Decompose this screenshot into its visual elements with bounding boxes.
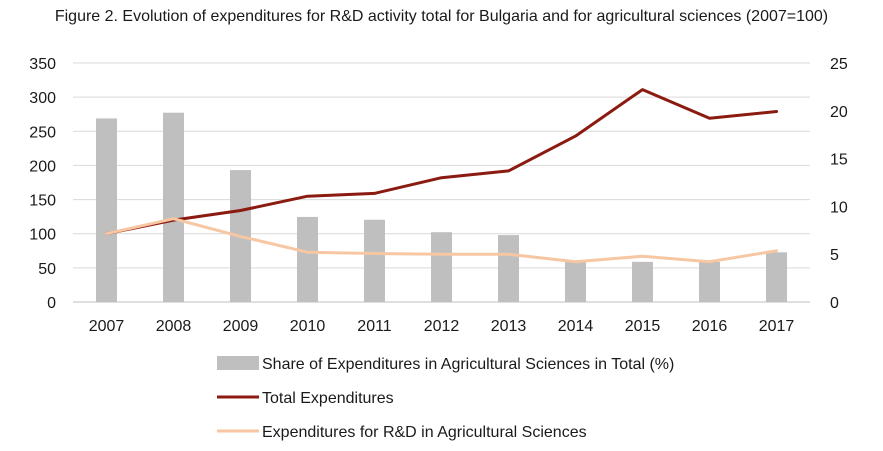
bar (364, 219, 385, 302)
bar (632, 261, 653, 302)
bar (699, 261, 720, 302)
y-left-tick-label: 250 (29, 124, 56, 141)
y-left-tick-label: 350 (29, 56, 56, 73)
bar (565, 260, 586, 302)
bar (431, 232, 452, 302)
y-right-tick-label: 10 (830, 199, 848, 216)
bar-series (96, 112, 787, 302)
x-tick-label: 2011 (357, 318, 392, 335)
x-tick-label: 2010 (290, 318, 326, 335)
x-tick-label: 2012 (424, 318, 460, 335)
chart-title: Figure 2. Evolution of expenditures for … (54, 8, 829, 25)
bar (498, 235, 519, 302)
legend-label: Expenditures for R&D in Agricultural Sci… (262, 424, 587, 441)
x-tick-label: 2013 (491, 318, 527, 335)
y-right-tick-label: 25 (830, 56, 848, 73)
x-tick-label: 2015 (625, 318, 661, 335)
y-left-tick-label: 150 (29, 193, 56, 210)
line-total-expenditures (105, 88, 778, 236)
x-tick-label: 2007 (89, 318, 125, 335)
y-left-tick-label: 50 (38, 261, 56, 278)
y-left-tick-label: 100 (29, 227, 56, 244)
y-left-tick-label: 300 (29, 90, 56, 107)
y-left-tick-label: 0 (47, 295, 56, 312)
legend-label: Total Expenditures (262, 390, 394, 407)
axes: 0 50 100 150 200 250 300 350 0 5 10 15 20 25 2007 2008 2… (29, 56, 848, 335)
bar (766, 252, 787, 302)
y-right-tick-label: 5 (830, 247, 839, 264)
x-tick-label: 2008 (156, 318, 192, 335)
legend-label: Share of Expenditures in Agricultural Sc… (262, 356, 674, 373)
x-tick-label: 2009 (223, 318, 259, 335)
bar (297, 216, 318, 302)
bar (96, 118, 117, 302)
legend-marker-bar (217, 356, 259, 370)
x-tick-label: 2016 (692, 318, 728, 335)
bar (163, 112, 184, 302)
y-right-tick-label: 20 (830, 104, 848, 121)
x-tick-label: 2014 (558, 318, 594, 335)
y-left-tick-label: 200 (29, 158, 56, 175)
line-expenditures-for-r-d-in-agricultural-sciences (105, 217, 778, 264)
y-right-tick-label: 0 (830, 295, 839, 312)
y-right-tick-label: 15 (830, 152, 848, 169)
x-tick-label: 2017 (759, 318, 795, 335)
legend: Share of Expenditures in Agricultural Sc… (217, 356, 674, 441)
line-series (105, 88, 778, 264)
